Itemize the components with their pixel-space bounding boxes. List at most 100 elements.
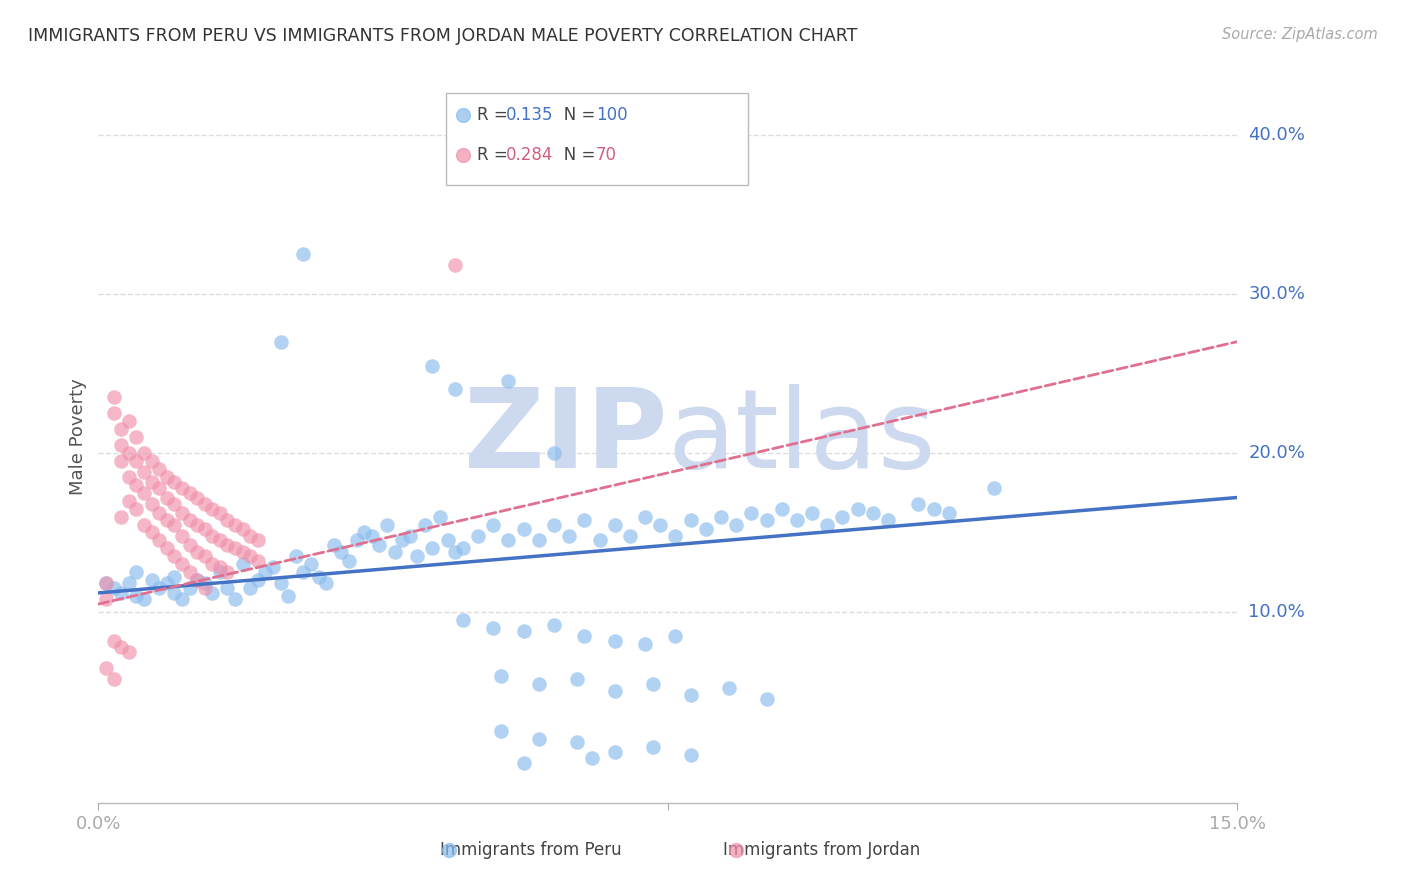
Point — [118, 446, 141, 460]
Point — [755, 692, 778, 706]
Point — [422, 359, 444, 373]
Point — [254, 566, 277, 580]
Point — [436, 533, 458, 548]
Point — [543, 446, 565, 460]
Point — [603, 633, 626, 648]
Point — [239, 549, 262, 564]
Point — [527, 732, 550, 747]
Point — [360, 529, 382, 543]
Point — [141, 454, 163, 468]
Point — [239, 581, 262, 595]
Point — [208, 560, 231, 574]
Text: Immigrants from Peru: Immigrants from Peru — [440, 841, 621, 859]
Text: 20.0%: 20.0% — [1249, 444, 1305, 462]
Point — [201, 558, 224, 572]
Point — [156, 513, 179, 527]
Point — [770, 501, 793, 516]
Point — [292, 247, 315, 261]
Point — [368, 538, 391, 552]
Point — [208, 533, 231, 548]
Point — [451, 541, 474, 556]
Text: ZIP: ZIP — [464, 384, 668, 491]
Text: 100: 100 — [596, 106, 627, 124]
Point — [498, 533, 520, 548]
Point — [217, 538, 239, 552]
Point — [398, 529, 420, 543]
Point — [148, 581, 170, 595]
Point — [125, 477, 148, 491]
Point — [740, 507, 762, 521]
Point — [170, 529, 193, 543]
Point — [284, 549, 307, 564]
Text: 0.284: 0.284 — [506, 146, 554, 164]
Point — [232, 544, 254, 558]
Point — [384, 544, 406, 558]
Point — [201, 586, 224, 600]
Point — [94, 576, 117, 591]
Point — [270, 334, 292, 349]
Point — [103, 406, 125, 420]
Point — [641, 740, 664, 755]
Point — [695, 522, 717, 536]
Point — [194, 549, 217, 564]
Point — [132, 485, 155, 500]
Point — [224, 517, 246, 532]
Point — [679, 748, 702, 763]
Text: 10.0%: 10.0% — [1249, 603, 1305, 621]
Point — [125, 430, 148, 444]
Point — [467, 529, 489, 543]
Point — [292, 566, 315, 580]
Point — [94, 660, 117, 674]
Y-axis label: Male Poverty: Male Poverty — [69, 379, 87, 495]
Point — [444, 258, 467, 272]
Point — [194, 497, 217, 511]
Point — [983, 481, 1005, 495]
Point — [186, 517, 208, 532]
Point — [246, 554, 269, 568]
Point — [634, 637, 657, 651]
Point — [603, 745, 626, 759]
Point — [110, 640, 132, 654]
Point — [429, 509, 451, 524]
Point — [170, 558, 193, 572]
Point — [94, 592, 117, 607]
Point — [110, 454, 132, 468]
Point — [877, 513, 900, 527]
Point — [277, 589, 299, 603]
Point — [641, 676, 664, 690]
Point — [346, 533, 368, 548]
Point — [217, 566, 239, 580]
Point — [489, 724, 512, 739]
FancyBboxPatch shape — [446, 94, 748, 185]
Point — [110, 509, 132, 524]
Text: R =: R = — [477, 106, 513, 124]
Point — [186, 544, 208, 558]
Point — [125, 566, 148, 580]
Point — [118, 493, 141, 508]
Point — [603, 684, 626, 698]
Point — [512, 522, 534, 536]
Point — [217, 513, 239, 527]
Point — [170, 481, 193, 495]
Point — [156, 470, 179, 484]
Point — [163, 586, 186, 600]
Point — [118, 414, 141, 428]
Point — [581, 751, 603, 765]
Point — [103, 390, 125, 404]
Point — [132, 517, 155, 532]
Point — [217, 581, 239, 595]
Point — [679, 513, 702, 527]
Point — [831, 509, 853, 524]
Point — [110, 438, 132, 452]
Point — [125, 454, 148, 468]
Point — [262, 560, 284, 574]
Point — [110, 422, 132, 436]
Point — [862, 507, 884, 521]
Point — [179, 513, 201, 527]
Text: Immigrants from Jordan: Immigrants from Jordan — [723, 841, 920, 859]
Point — [246, 533, 269, 548]
Point — [94, 576, 117, 591]
Point — [170, 507, 193, 521]
Point — [444, 544, 467, 558]
Point — [186, 573, 208, 587]
